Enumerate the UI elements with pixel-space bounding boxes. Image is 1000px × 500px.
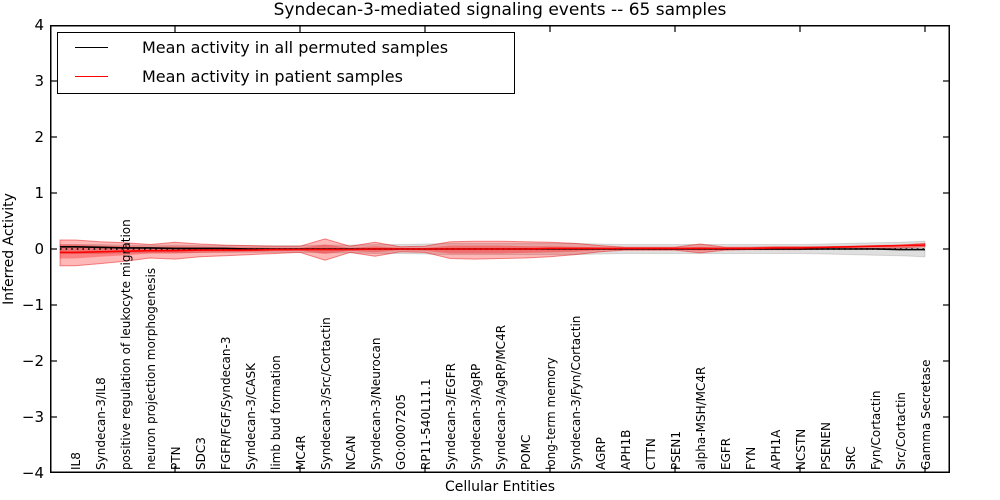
legend: Mean activity in all permuted samples Me…	[57, 32, 515, 94]
patient-samples-band-outer	[59, 238, 926, 267]
chart-title: Syndecan-3-mediated signaling events -- …	[273, 0, 727, 20]
y-tick-label: −1	[21, 296, 44, 314]
y-tick-label: −3	[21, 408, 44, 426]
y-tick-label: 4	[34, 16, 44, 34]
legend-item-patient: Mean activity in patient samples	[58, 62, 514, 91]
y-tick-label: 3	[34, 72, 44, 90]
legend-label-permuted: Mean activity in all permuted samples	[142, 37, 449, 57]
y-tick-label: 2	[34, 128, 44, 146]
y-tick-label: −4	[21, 464, 44, 482]
plot-border	[50, 25, 950, 473]
y-tick-label: 0	[34, 240, 44, 258]
y-tick-labels: 4 3 2 1 0 −1 −2 −3 −4	[0, 0, 44, 500]
mean-activity-in-patient-samples-line	[60, 244, 926, 254]
legend-line-sample-patient	[75, 76, 108, 77]
legend-label-patient: Mean activity in patient samples	[142, 66, 403, 86]
y-tick-label: −2	[21, 352, 44, 370]
x-axis-title: Cellular Entities	[444, 479, 556, 495]
legend-line-sample-permuted	[75, 47, 108, 48]
y-tick-label: 1	[34, 184, 44, 202]
legend-item-permuted: Mean activity in all permuted samples	[58, 33, 514, 62]
plot-area	[50, 25, 950, 473]
